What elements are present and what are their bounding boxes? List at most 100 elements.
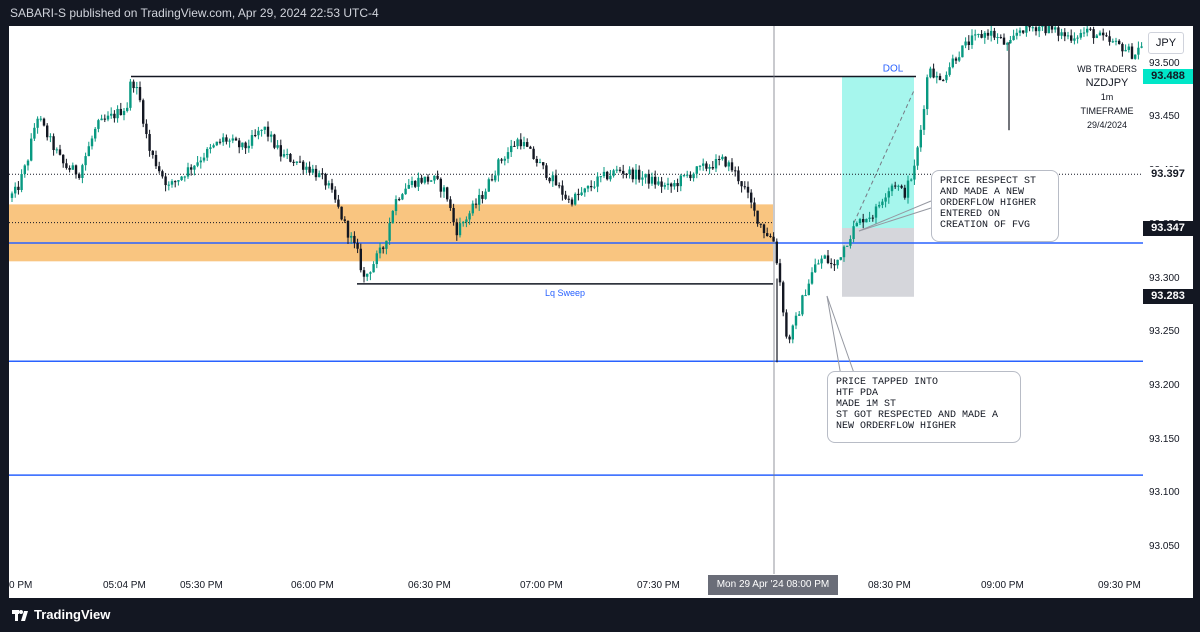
candle-body bbox=[193, 165, 196, 170]
candle-body bbox=[666, 183, 670, 186]
candle-body bbox=[804, 295, 807, 297]
candle-body bbox=[465, 219, 468, 222]
candle-body bbox=[708, 166, 711, 169]
candle-body bbox=[692, 173, 695, 179]
candles-layer bbox=[10, 26, 1143, 363]
price-badge: 93.397 bbox=[1143, 166, 1193, 182]
candle-body bbox=[314, 168, 318, 178]
candlestick-chart[interactable]: DOL Lq Sweep bbox=[9, 26, 1143, 574]
candle-body bbox=[737, 170, 740, 182]
pda-zone bbox=[9, 204, 773, 262]
header-bar: SABARI-S published on TradingView.com, A… bbox=[0, 0, 1200, 26]
candle-body bbox=[778, 263, 782, 283]
candle-body bbox=[1028, 26, 1031, 28]
chart-pane[interactable]: DOL Lq Sweep WB TRADERS NZDJPY 1m TIMEFRA… bbox=[9, 26, 1143, 574]
candle-body bbox=[766, 233, 769, 237]
candle-body bbox=[1041, 26, 1044, 27]
candle-body bbox=[881, 201, 884, 206]
candle-body bbox=[228, 140, 231, 142]
candle-body bbox=[724, 156, 727, 167]
candle-body bbox=[14, 186, 17, 194]
levels-layer bbox=[9, 26, 1143, 574]
time-tick: 09:30 PM bbox=[1098, 580, 1141, 591]
candle-body bbox=[212, 145, 215, 148]
candle-body bbox=[980, 33, 983, 38]
candle-body bbox=[298, 161, 302, 163]
candle-body bbox=[494, 175, 497, 181]
candle-body bbox=[606, 171, 609, 180]
candle-body bbox=[721, 156, 724, 160]
candle-body bbox=[785, 312, 788, 337]
candle-body bbox=[161, 171, 164, 177]
note-top-pointer-2 bbox=[858, 207, 932, 232]
candle-body bbox=[638, 169, 641, 180]
time-tick: 08:30 PM bbox=[868, 580, 911, 591]
candle-body bbox=[71, 165, 74, 170]
candle-body bbox=[84, 156, 87, 166]
candle-body bbox=[548, 177, 551, 182]
candle-body bbox=[938, 75, 942, 81]
candle-body bbox=[1102, 32, 1105, 36]
tradingview-logo[interactable]: TradingView bbox=[12, 607, 110, 622]
candle-body bbox=[580, 192, 583, 196]
candle-body bbox=[33, 127, 36, 139]
currency-button[interactable]: JPY bbox=[1148, 32, 1184, 54]
candle-body bbox=[1034, 27, 1038, 32]
candle-body bbox=[996, 37, 999, 39]
candle-body bbox=[334, 189, 337, 200]
note-bottom[interactable]: PRICE TAPPED INTO HTF PDA MADE 1M ST ST … bbox=[827, 371, 1021, 443]
candle-body bbox=[1127, 46, 1130, 50]
candle-body bbox=[1047, 26, 1050, 34]
candle-body bbox=[62, 154, 65, 164]
candle-body bbox=[49, 136, 52, 138]
candle-body bbox=[391, 210, 394, 224]
candle-body bbox=[52, 136, 55, 151]
candle-body bbox=[1130, 46, 1134, 59]
candle-body bbox=[388, 223, 391, 241]
candle-body bbox=[983, 32, 986, 38]
candle-body bbox=[1015, 32, 1018, 36]
candle-body bbox=[750, 192, 753, 203]
price-tick: 93.100 bbox=[1149, 487, 1180, 499]
price-tick: 93.200 bbox=[1149, 379, 1180, 391]
time-tick: 05:04 PM bbox=[103, 580, 146, 591]
candle-body bbox=[964, 41, 967, 46]
candle-body bbox=[823, 255, 826, 259]
candle-body bbox=[500, 159, 503, 161]
candle-body bbox=[762, 224, 766, 234]
candle-body bbox=[74, 165, 78, 175]
candle-body bbox=[1054, 27, 1057, 30]
candle-body bbox=[711, 166, 714, 169]
candle-body bbox=[791, 325, 794, 340]
candle-body bbox=[446, 187, 449, 200]
candle-body bbox=[788, 336, 791, 340]
time-tick: 0 PM bbox=[9, 580, 33, 591]
candle-body bbox=[1140, 46, 1143, 48]
candle-body bbox=[999, 37, 1002, 39]
candle-body bbox=[1012, 35, 1015, 41]
note-bottom-pointer bbox=[826, 295, 842, 377]
candle-body bbox=[794, 315, 798, 326]
candle-body bbox=[657, 181, 660, 185]
candle-body bbox=[154, 154, 158, 167]
candle-body bbox=[958, 57, 961, 61]
candle-body bbox=[961, 45, 964, 58]
candle-body bbox=[490, 179, 494, 181]
candle-body bbox=[1025, 26, 1028, 33]
candle-body bbox=[209, 147, 212, 149]
candle-body bbox=[734, 170, 737, 172]
candle-body bbox=[42, 118, 46, 126]
candle-body bbox=[519, 139, 522, 147]
candle-body bbox=[327, 183, 330, 186]
candle-body bbox=[839, 257, 842, 260]
candle-body bbox=[663, 185, 666, 187]
time-axis[interactable] bbox=[9, 574, 1193, 598]
candle-body bbox=[1082, 32, 1086, 34]
candle-body bbox=[119, 108, 122, 116]
candle-body bbox=[174, 181, 177, 183]
candle-body bbox=[807, 283, 810, 296]
candle-body bbox=[167, 184, 170, 186]
candle-body bbox=[865, 218, 868, 223]
candle-body bbox=[87, 146, 90, 157]
note-top[interactable]: PRICE RESPECT ST AND MADE A NEW ORDERFLO… bbox=[931, 170, 1059, 242]
